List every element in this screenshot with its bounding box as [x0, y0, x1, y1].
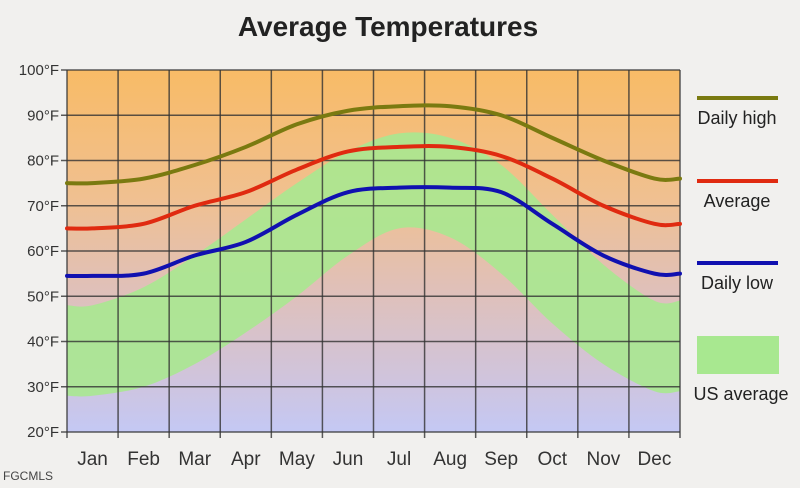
series-line-daily-low	[65, 185, 682, 279]
x-tick-label: Oct	[538, 449, 568, 470]
chart-title: Average Temperatures	[238, 11, 538, 42]
y-tick-label: 60°F	[27, 243, 59, 260]
series-line-daily-high	[65, 103, 682, 186]
y-tick-label: 100°F	[19, 62, 59, 79]
legend-label: Average	[704, 191, 771, 211]
y-tick-label: 70°F	[27, 198, 59, 215]
legend-label: US average	[693, 384, 788, 404]
y-tick-label: 50°F	[27, 288, 59, 305]
x-tick-label: Nov	[586, 449, 620, 470]
x-tick-label: Mar	[178, 449, 211, 470]
source-label: FGCMLS	[3, 469, 53, 483]
legend-label: Daily high	[697, 108, 776, 128]
y-tick-label: 30°F	[27, 379, 59, 396]
x-tick-label: Dec	[638, 449, 672, 470]
series-line-average	[65, 144, 682, 231]
y-tick-label: 20°F	[27, 424, 59, 441]
x-tick-label: Feb	[127, 449, 160, 470]
x-tick-label: Jan	[77, 449, 108, 470]
x-tick-label: Jun	[333, 449, 364, 470]
y-tick-label: 40°F	[27, 334, 59, 351]
legend-swatch	[697, 336, 779, 374]
legend-label: Daily low	[701, 273, 774, 293]
x-tick-label: Sep	[484, 449, 518, 470]
x-tick-label: Jul	[387, 449, 411, 470]
y-tick-label: 90°F	[27, 107, 59, 124]
x-tick-label: May	[279, 449, 315, 470]
y-tick-label: 80°F	[27, 153, 59, 170]
x-tick-label: Aug	[433, 449, 467, 470]
x-tick-label: Apr	[231, 449, 261, 470]
